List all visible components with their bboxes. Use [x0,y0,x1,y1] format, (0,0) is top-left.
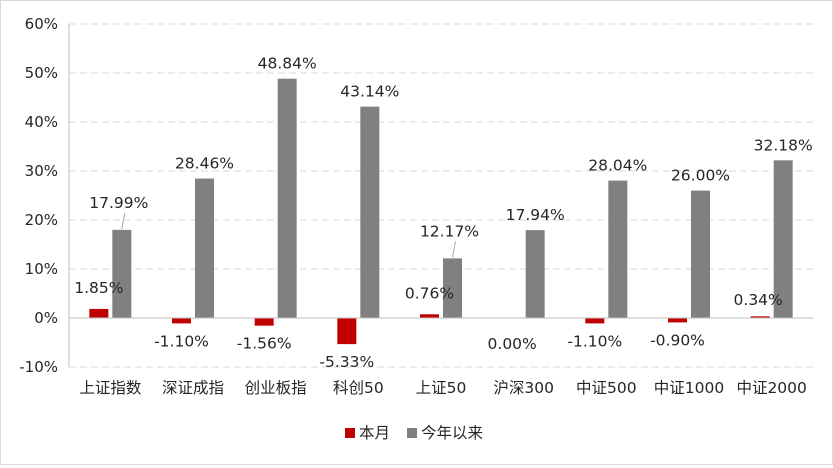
bar-monthly [585,318,605,324]
data-label-monthly: -5.33% [319,353,374,371]
data-label-ytd: 43.14% [340,83,399,101]
bar-ytd [360,106,380,318]
legend-swatch [345,428,355,438]
x-category-label: 上证指数 [79,379,142,397]
data-label-ytd: 26.00% [671,167,730,185]
data-label-monthly: -1.10% [567,332,622,350]
x-category-label: 中证1000 [654,379,724,397]
data-label-monthly: 0.00% [488,335,537,353]
leader-lines [121,212,456,258]
y-tick-label: 60% [25,15,58,33]
x-axis: 上证指数 深证成指 创业板指 科创50 上证50 沪深300 中证500 中证1000 中证20… [69,317,813,397]
data-label-ytd: 17.99% [89,194,148,212]
bar-monthly [750,316,770,318]
data-label-ytd: 32.18% [754,136,813,154]
y-tick-label: 10% [25,260,58,278]
data-label-ytd: 17.94% [506,206,565,224]
gridlines [69,23,813,368]
x-category-label: 中证500 [576,379,637,397]
data-labels: 1.85% 17.99% -1.10% 28.46% -1.56% 48.84% -5.33… [74,55,813,371]
bar-ytd [443,258,462,318]
x-category-label: 创业板指 [245,379,307,397]
y-tick-label: -10% [19,358,58,376]
label-leader-line [452,241,456,258]
data-label-monthly: 0.34% [734,291,783,309]
x-category-label: 上证50 [416,379,467,397]
legend-label: 本月 [359,424,390,442]
bar-ytd [195,178,214,318]
data-label-monthly: 0.76% [405,284,454,302]
bar-monthly [420,314,439,318]
y-tick-label: 50% [25,64,58,82]
data-label-monthly: 1.85% [74,279,123,297]
data-label-monthly: -0.90% [650,331,705,349]
x-category-label: 深证成指 [162,379,224,397]
data-label-monthly: -1.56% [237,335,292,353]
x-category-label: 中证2000 [736,379,806,397]
y-tick-label: 30% [25,162,58,180]
label-leader-line [121,212,126,229]
bar-ytd [608,180,628,318]
bars [89,78,793,345]
y-axis: 60% 50% 40% 30% 20% 10% 0% -10% [19,15,70,376]
data-label-monthly: -1.10% [154,332,209,350]
bar-ytd [691,190,710,318]
data-label-ytd: 48.84% [258,55,317,73]
data-label-ytd: 28.04% [588,157,647,175]
legend-label: 今年以来 [421,424,483,442]
bar-ytd [277,78,297,319]
data-label-ytd: 12.17% [420,222,479,240]
bar-monthly [337,318,357,345]
y-tick-label: 20% [25,211,58,229]
bar-monthly [668,318,687,323]
y-tick-label: 40% [25,113,58,131]
bar-ytd [773,160,793,318]
bar-monthly [254,318,274,326]
legend-swatch [407,428,417,438]
legend: 本月 今年以来 [345,424,483,442]
x-category-label: 科创50 [333,379,384,397]
bar-monthly [172,318,191,324]
x-category-label: 沪深300 [493,379,554,397]
bar-ytd [112,229,132,318]
data-label-ytd: 28.46% [175,155,234,173]
bar-ytd [525,230,545,318]
y-tick-label: 0% [34,309,58,327]
bar-monthly [89,308,109,318]
